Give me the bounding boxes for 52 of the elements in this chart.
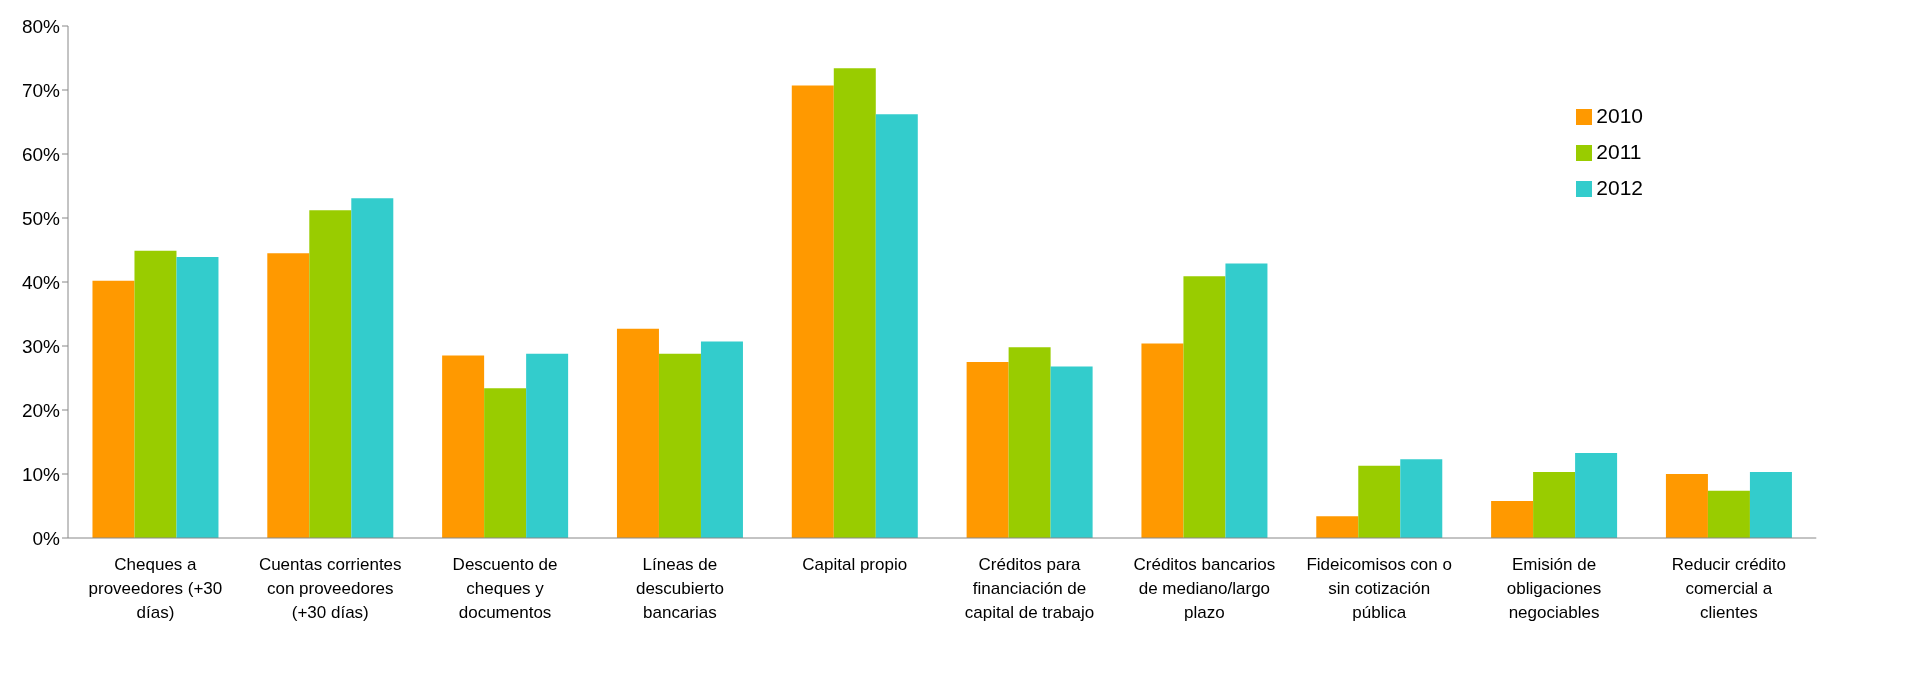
y-tick-label: 70% bbox=[21, 79, 61, 101]
bar bbox=[1225, 263, 1268, 538]
bar bbox=[134, 250, 177, 538]
bar bbox=[1665, 474, 1708, 538]
x-tick-label: Créditos para financiación de capital de trabajo bbox=[964, 555, 1095, 622]
bar bbox=[1491, 500, 1534, 538]
bar bbox=[966, 362, 1009, 538]
x-tick-label: Líneas de descubierto bancarias bbox=[635, 555, 724, 622]
y-tick-label: 0% bbox=[32, 527, 61, 549]
bar bbox=[1316, 516, 1359, 538]
bar bbox=[1050, 366, 1093, 538]
legend-label: 2010 bbox=[1596, 104, 1643, 127]
y-tick-label: 60% bbox=[21, 143, 61, 165]
bar bbox=[442, 355, 485, 538]
y-tick-label: 50% bbox=[21, 207, 61, 229]
bar bbox=[833, 68, 876, 538]
bar bbox=[526, 353, 569, 538]
x-tick-label: Cheques a proveedores (+30 días) bbox=[88, 555, 223, 622]
bar bbox=[351, 198, 394, 538]
bar bbox=[1141, 343, 1184, 538]
bar bbox=[1749, 472, 1792, 538]
bar bbox=[1533, 472, 1576, 538]
bar bbox=[1183, 276, 1226, 538]
legend-label: 2011 bbox=[1596, 140, 1642, 163]
bar bbox=[1008, 347, 1051, 538]
bar bbox=[1400, 459, 1443, 538]
y-tick-label: 20% bbox=[21, 399, 61, 421]
bar bbox=[92, 280, 135, 538]
bar bbox=[484, 388, 527, 538]
bar bbox=[1575, 452, 1618, 538]
bar bbox=[1358, 465, 1401, 538]
y-tick-label: 10% bbox=[21, 463, 61, 485]
legend-label: 2012 bbox=[1596, 176, 1643, 199]
x-tick-label: Descuento de cheques y documentos bbox=[452, 555, 558, 622]
bar bbox=[176, 257, 219, 538]
bar bbox=[309, 210, 352, 538]
bar bbox=[875, 114, 918, 538]
bar bbox=[658, 353, 701, 538]
y-tick-label: 40% bbox=[21, 271, 61, 293]
bar bbox=[700, 341, 743, 538]
x-tick-label: Créditos bancarios de mediano/largo plazo bbox=[1133, 555, 1276, 622]
bar bbox=[791, 85, 834, 538]
y-tick-label: 80% bbox=[21, 15, 61, 37]
bar bbox=[1707, 490, 1750, 538]
bar bbox=[267, 253, 310, 538]
x-tick-label: Emisión de obligaciones negociables bbox=[1506, 555, 1602, 622]
x-tick-label: Fideicomisos con o sin cotización pública bbox=[1306, 555, 1452, 622]
x-tick-label: Capital propio bbox=[802, 555, 908, 574]
x-tick-label: Reducir crédito comercial a clientes bbox=[1671, 555, 1787, 622]
x-tick-label: Cuentas corrientes con proveedores (+30 días) bbox=[258, 555, 402, 622]
bar bbox=[616, 328, 659, 538]
y-tick-label: 30% bbox=[21, 335, 61, 357]
